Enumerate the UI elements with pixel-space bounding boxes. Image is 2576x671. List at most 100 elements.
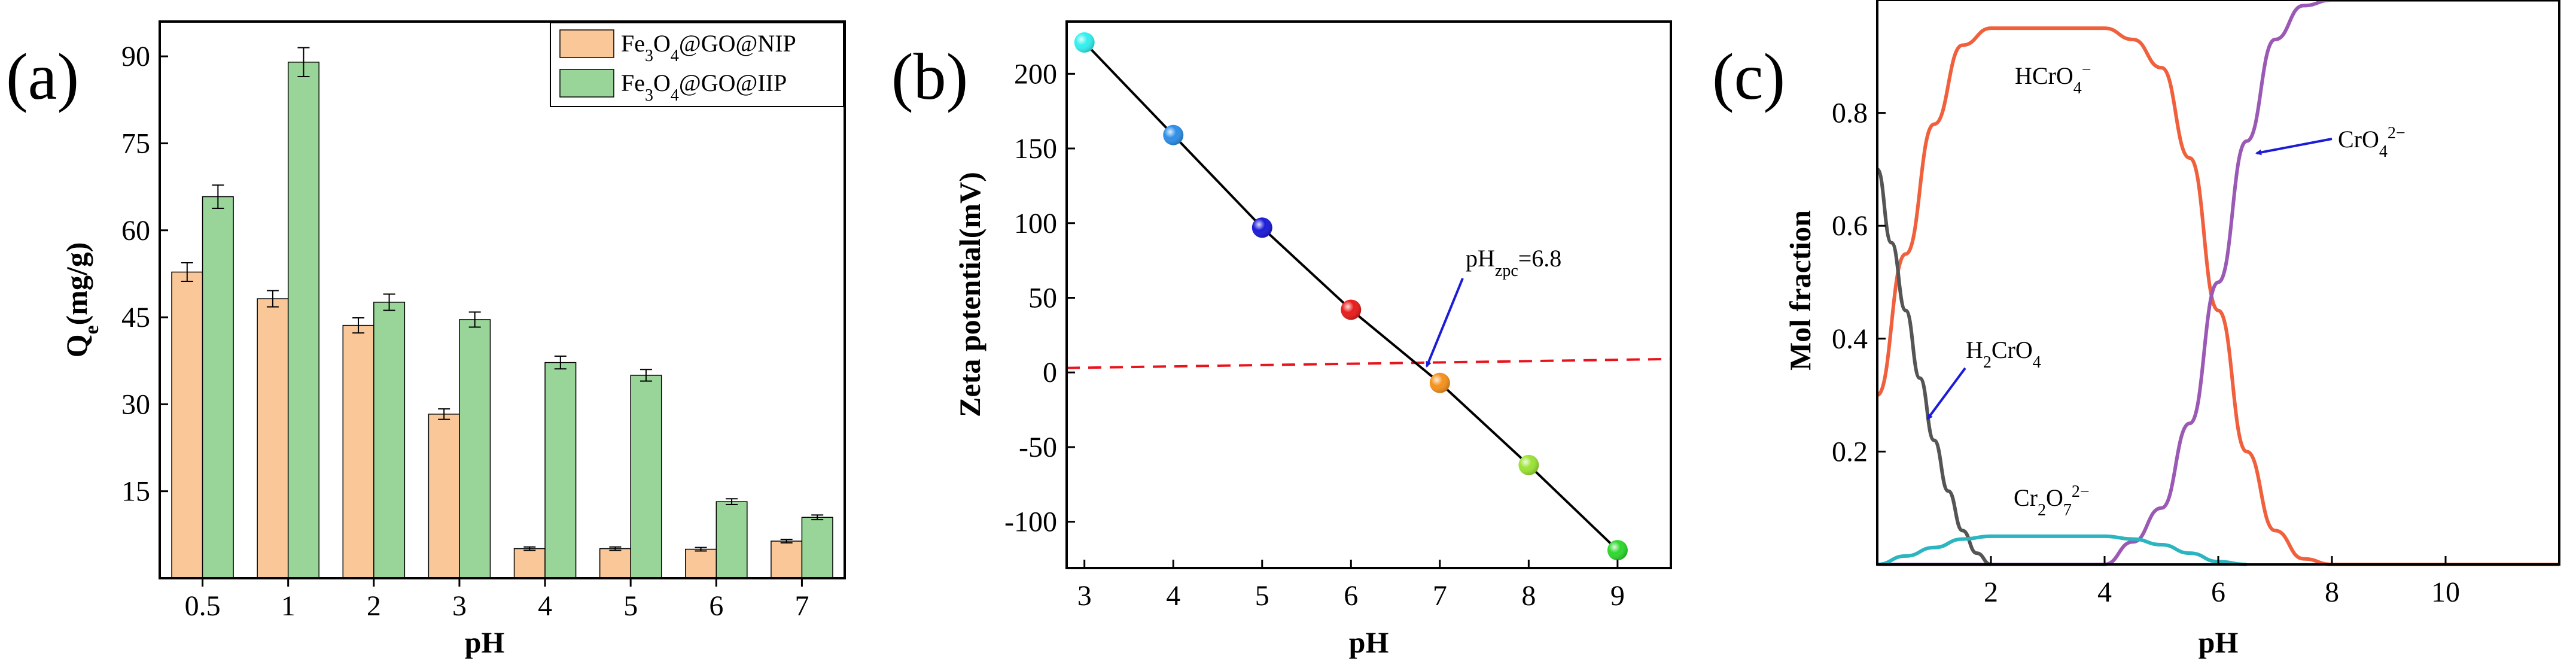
bar-nip-2 [342,324,374,579]
x-tick-label: 10 [2431,576,2460,608]
x-tick-label: 2 [1984,576,1998,608]
x-tick-label: 7 [1433,580,1447,612]
y-tick-label: 0.4 [1832,323,1868,355]
error-bar-iip-1 [297,47,310,78]
y-tick-label: 0 [1043,357,1057,388]
y-tick-label: 0.2 [1832,436,1868,467]
data-point-ph-8 [1518,454,1539,475]
h2cro4-arrow [1926,367,1966,420]
y-tick-label: 15 [121,476,150,508]
bar-iip-1 [287,62,319,579]
bar-iip-0.5 [202,196,234,579]
bar-iip-3 [459,319,491,579]
bar-nip-4 [513,548,546,579]
x-tick-label: 8 [2325,576,2339,608]
y-tick-label: 60 [121,215,150,247]
error-bar-iip-4 [554,355,567,370]
bar-nip-1 [257,298,289,579]
cro4-label: CrO42− [2338,124,2406,161]
error-bar-nip-2 [352,317,365,334]
bar-iip-6 [715,501,748,579]
y-tick-label: -50 [1019,432,1057,463]
x-tick-label: 7 [794,590,809,622]
y-tick-label: 50 [1028,282,1057,314]
y-tick-label: 150 [1014,133,1057,165]
cro4-arrow [2255,138,2333,156]
x-tick-label: 5 [1255,580,1269,612]
panel-a-x-axis-title: pH [465,626,505,659]
bar-iip-5 [630,375,662,579]
zero-reference-line [1066,357,1671,369]
bar-iip-4 [544,362,577,579]
panel-c-x-axis-title: pH [2199,626,2239,659]
data-point-ph-5 [1252,217,1272,238]
y-tick-label: 100 [1014,208,1057,239]
x-tick-label: 6 [2211,576,2225,608]
zeta-series-line [1083,41,1619,551]
curve-cro4-2- [1877,0,2559,567]
x-tick-label: 4 [2097,576,2112,608]
legend-label-iip: Fe3O4@GO@IIP [621,69,787,105]
panel-a-y-axis-title: Qe(mg/g) [60,242,103,358]
x-tick-label: 4 [538,590,552,622]
hcro4-label: HCrO4− [2015,60,2091,98]
bar-iip-7 [801,517,833,579]
y-tick-label: 30 [121,388,150,420]
x-tick-label: 4 [1166,580,1180,612]
error-bar-iip-7 [811,514,824,521]
h2cro4-label: H2CrO4 [1966,336,2041,372]
x-tick-label: 3 [1077,580,1092,612]
y-tick-label: 0.6 [1832,210,1868,242]
panel-c-y-axis-title: Mol fraction [1783,210,1817,371]
data-point-ph-3 [1074,32,1095,53]
data-point-ph-9 [1607,540,1628,561]
curve-cr2o7-2- [1877,534,2247,566]
curve-hcro4- [1876,26,2559,567]
x-tick-label: 6 [1344,580,1358,612]
phzpc-annotation: pHzpc=6.8 [1466,245,1561,280]
error-bar-nip-0.5 [181,262,193,282]
data-point-ph-6 [1341,299,1362,320]
y-tick-label: 0.8 [1832,98,1868,129]
error-bar-nip-1 [266,290,279,308]
error-bar-iip-0.5 [212,184,224,209]
legend-swatch-nip [559,29,614,58]
error-bar-nip-3 [438,408,450,420]
y-tick-label: 200 [1014,58,1057,90]
data-point-ph-4 [1163,125,1184,145]
x-tick-label: 0.5 [185,590,221,622]
bar-nip-6 [685,548,717,579]
data-point-ph-7 [1429,372,1450,393]
y-tick-label: 90 [121,41,150,72]
panel-a-legend: Fe3O4@GO@NIP Fe3O4@GO@IIP [550,22,844,107]
y-tick-label: 45 [121,302,150,333]
error-bar-nip-7 [780,539,793,544]
panel-a-plot-frame [159,20,846,579]
bar-nip-0.5 [171,271,203,579]
x-tick-label: 2 [367,590,381,622]
error-bar-iip-6 [726,498,738,505]
panel-b-label: (b) [891,40,968,113]
y-tick-label: 75 [121,127,150,159]
error-bar-iip-5 [640,369,652,382]
legend-swatch-iip [559,69,614,98]
error-bar-nip-4 [523,546,536,551]
error-bar-nip-6 [695,546,707,552]
error-bar-iip-3 [468,311,481,328]
panel-b-zeta-chart: (b) -100 -50 0 50 100 150 200 3 4 5 6 7 8 9 pH Zeta … [891,20,1672,659]
panel-c-label: (c) [1712,40,1785,113]
cr2o7-label: Cr2O72− [2014,482,2090,520]
curve-h2cro4 [1875,167,1992,566]
x-tick-label: 3 [452,590,467,622]
bar-nip-7 [771,541,803,579]
x-tick-label: 6 [709,590,723,622]
error-bar-nip-5 [609,546,622,551]
legend-label-nip: Fe3O4@GO@NIP [621,30,796,65]
bar-nip-5 [599,548,631,579]
error-bar-iip-2 [383,293,395,311]
phzpc-arrow [1426,278,1464,368]
panel-b-plot-frame [1065,20,1672,569]
bar-iip-2 [373,302,406,579]
